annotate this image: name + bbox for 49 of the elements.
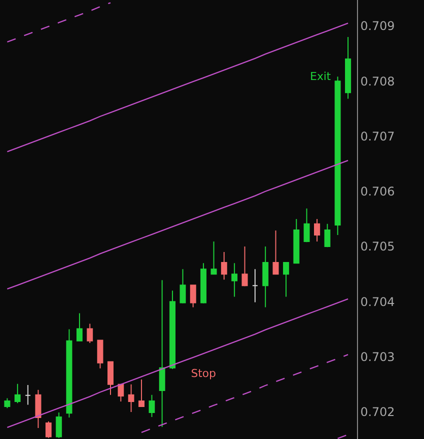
candlestick — [190, 284, 196, 308]
candlestick — [159, 280, 166, 428]
y-tick-label: 0.703 — [360, 350, 395, 364]
candlestick — [46, 420, 52, 438]
line-series — [6, 22, 349, 152]
candlestick — [314, 218, 320, 242]
candlestick — [272, 230, 279, 276]
candlestick — [86, 323, 93, 344]
candlestick — [138, 378, 145, 408]
candlestick — [242, 246, 248, 287]
candlestick — [35, 389, 42, 428]
candlestick — [169, 290, 176, 370]
y-tick-label: 0.708 — [360, 74, 395, 88]
candlestick — [210, 241, 217, 276]
y-tick-label: 0.705 — [360, 240, 395, 254]
candlestick — [24, 384, 31, 406]
candlestick — [14, 383, 21, 404]
annotation: Exit — [310, 70, 332, 83]
candlestick — [324, 223, 330, 248]
line-series — [6, 298, 349, 428]
candlestick — [180, 268, 186, 304]
candlestick — [56, 412, 62, 438]
candlestick — [231, 262, 238, 298]
y-tick-label: 0.704 — [360, 294, 395, 309]
candlestick — [128, 384, 134, 412]
candlestick — [148, 394, 155, 418]
annotation: Stop — [191, 367, 216, 380]
y-tick-label: 0.702 — [360, 405, 395, 420]
candlestick — [107, 360, 114, 396]
candlestick — [304, 208, 310, 243]
candlestick — [262, 246, 268, 308]
candlestick — [200, 262, 206, 304]
candlestick — [334, 76, 341, 236]
candlestick — [252, 268, 258, 303]
line-series — [6, 2, 112, 43]
y-tick-label: 0.709 — [360, 19, 395, 34]
candlestick — [344, 36, 352, 100]
candlestick — [66, 328, 72, 418]
candlestick — [97, 339, 104, 369]
candlestick — [283, 261, 290, 298]
y-tick-label: 0.706 — [360, 184, 395, 199]
candlestick — [293, 218, 300, 264]
candlestick — [221, 252, 228, 280]
line-series — [6, 160, 349, 290]
line-series — [140, 354, 349, 433]
y-tick-label: 0.707 — [360, 129, 395, 144]
candlestick — [4, 398, 10, 409]
candlestick — [118, 384, 124, 402]
candlestick — [76, 312, 83, 342]
